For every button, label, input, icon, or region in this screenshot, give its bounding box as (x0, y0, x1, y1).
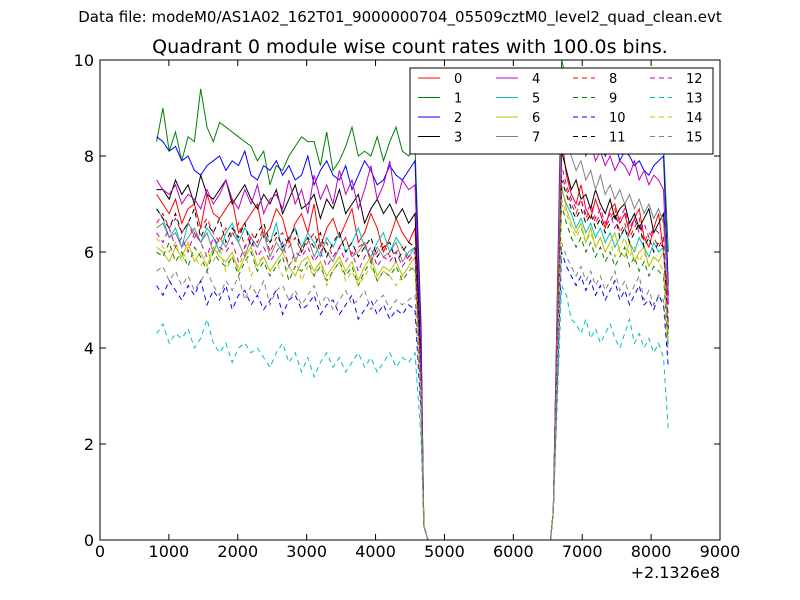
legend-label-0: 0 (454, 72, 462, 87)
series-line-9 (156, 203, 669, 541)
axis-layer: 0 1000 2000 3000 4000 5000 6000 7000 8000 9000 0 2 4… (74, 51, 741, 582)
series-line-13 (156, 285, 669, 541)
series-line-6 (156, 184, 669, 541)
y-tick-label: 2 (84, 435, 94, 454)
legend-label-13: 13 (686, 92, 703, 107)
x-tick-label: 7000 (562, 542, 603, 561)
series-line-15 (156, 242, 669, 541)
y-tick-label: 0 (84, 531, 94, 550)
series-line-14 (156, 199, 669, 541)
x-tick-label: 5000 (424, 542, 465, 561)
legend-label-7: 7 (532, 131, 540, 146)
x-tick-label: 1000 (149, 542, 190, 561)
x-offset-label: +2.1326e8 (631, 563, 720, 582)
legend-label-11: 11 (609, 131, 626, 146)
legend-label-10: 10 (609, 111, 626, 126)
legend-label-5: 5 (532, 92, 540, 107)
figure-suptitle: Data file: modeM0/AS1A02_162T01_90000007… (78, 8, 722, 26)
legend-label-4: 4 (532, 72, 540, 87)
series-line-7 (156, 122, 669, 541)
series-line-12 (156, 165, 669, 541)
x-tick-label: 6000 (493, 542, 534, 561)
x-tick-label: 2000 (217, 542, 258, 561)
series-line-11 (156, 179, 669, 541)
x-tick-label: 4000 (355, 542, 396, 561)
legend-label-12: 12 (686, 72, 703, 87)
legend-label-3: 3 (454, 131, 462, 146)
y-tick-label: 4 (84, 339, 94, 358)
series-line-0 (156, 136, 669, 541)
series-line-2 (156, 88, 669, 541)
series-line-8 (156, 175, 669, 541)
legend-label-1: 1 (454, 92, 462, 107)
series-line-5 (156, 189, 669, 541)
legend-label-6: 6 (532, 111, 540, 126)
x-tick-label: 9000 (700, 542, 741, 561)
legend-label-9: 9 (609, 92, 617, 107)
series-line-4 (156, 83, 669, 541)
y-tick-label: 10 (74, 51, 94, 70)
x-tick-label: 0 (95, 542, 105, 561)
series-line-10 (156, 251, 669, 541)
plot-frame (99, 59, 721, 541)
legend-box (409, 67, 714, 155)
y-tick-label: 6 (84, 243, 94, 262)
legend-label-15: 15 (686, 131, 703, 146)
series-line-3 (156, 151, 669, 541)
y-tick-label: 8 (84, 147, 94, 166)
legend-label-2: 2 (454, 111, 462, 126)
legend-label-14: 14 (686, 111, 703, 126)
legend-label-8: 8 (609, 72, 617, 87)
x-tick-label: 3000 (286, 542, 327, 561)
chart-title: Quadrant 0 module wise count rates with … (152, 36, 668, 58)
x-tick-label: 8000 (631, 542, 672, 561)
